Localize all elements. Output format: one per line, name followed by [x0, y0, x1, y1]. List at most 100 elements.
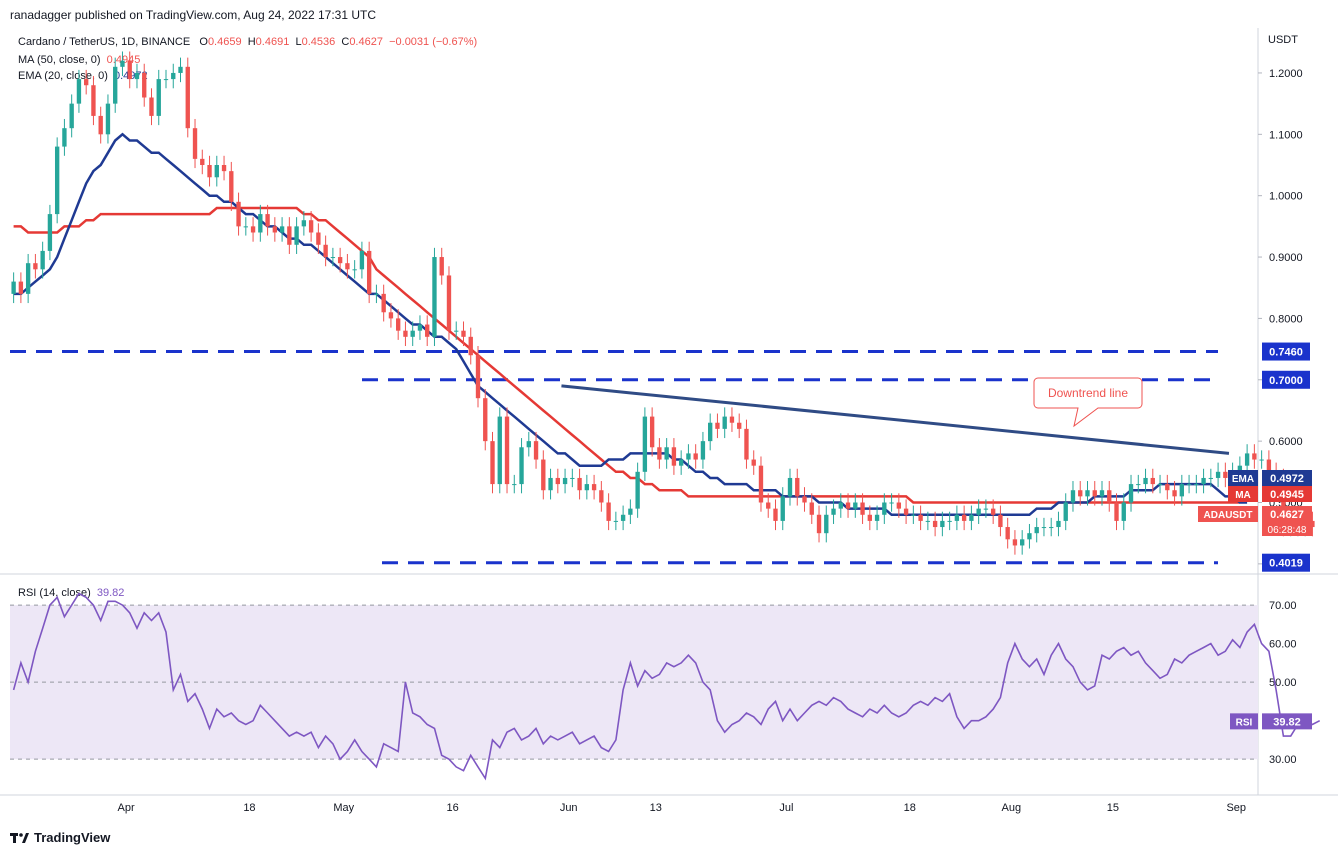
candle-body[interactable] [134, 72, 140, 80]
candle-body[interactable] [11, 281, 16, 294]
candle-body[interactable] [512, 484, 517, 486]
candle-body[interactable] [642, 416, 648, 472]
candle-body[interactable] [1078, 490, 1083, 497]
candle-body[interactable] [628, 508, 633, 515]
candle-body[interactable] [1020, 539, 1025, 546]
candle-body[interactable] [976, 508, 981, 515]
candle-body[interactable] [1034, 527, 1039, 534]
candle-body[interactable] [954, 514, 960, 521]
candle-body[interactable] [577, 477, 582, 491]
candle-body[interactable] [142, 72, 147, 98]
candle-body[interactable] [1157, 484, 1163, 486]
candle-body[interactable] [1049, 527, 1054, 529]
candle-body[interactable] [1179, 484, 1184, 497]
candle-body[interactable] [221, 165, 227, 172]
candle-body[interactable] [737, 422, 742, 429]
candle-body[interactable] [766, 502, 771, 509]
candle-body[interactable] [1208, 477, 1214, 479]
candle-body[interactable] [780, 496, 785, 521]
candle-body[interactable] [620, 514, 626, 521]
candle-body[interactable] [84, 79, 89, 86]
candle-body[interactable] [330, 257, 336, 259]
candle-body[interactable] [541, 459, 546, 491]
candle-body[interactable] [1259, 459, 1264, 461]
candle-body[interactable] [490, 441, 495, 485]
candle-body[interactable] [454, 330, 459, 332]
candle-body[interactable] [947, 520, 952, 522]
candle-body[interactable] [1172, 490, 1177, 497]
candle-body[interactable] [722, 416, 727, 429]
downtrend-line[interactable] [561, 384, 1230, 455]
candle-body[interactable] [983, 508, 989, 510]
candle-body[interactable] [1041, 527, 1047, 529]
rsi-line[interactable] [12, 592, 1321, 781]
candle-body[interactable] [359, 250, 365, 270]
candle-body[interactable] [504, 416, 510, 485]
candle-body[interactable] [468, 336, 473, 356]
candle-body[interactable] [845, 502, 851, 509]
candle-body[interactable] [889, 502, 894, 504]
candle-body[interactable] [475, 355, 481, 399]
candle-body[interactable] [432, 257, 437, 337]
candle-body[interactable] [853, 502, 858, 509]
candle-body[interactable] [388, 312, 394, 319]
candle-body[interactable] [751, 459, 756, 466]
candle-body[interactable] [47, 214, 53, 251]
candle-body[interactable] [649, 416, 655, 448]
candle-body[interactable] [1107, 490, 1112, 503]
candle-body[interactable] [113, 66, 118, 104]
candle-body[interactable] [562, 477, 568, 485]
candle-body[interactable] [613, 520, 619, 522]
candle-body[interactable] [1194, 484, 1199, 486]
candle-body[interactable] [1092, 490, 1097, 497]
candle-body[interactable] [1121, 502, 1126, 521]
candle-body[interactable] [809, 502, 814, 515]
candle-body[interactable] [366, 250, 372, 294]
candle-body[interactable] [149, 97, 154, 116]
candle-body[interactable] [163, 79, 169, 81]
candle-body[interactable] [192, 128, 198, 159]
candle-body[interactable] [1186, 484, 1192, 486]
candle-body[interactable] [824, 514, 829, 534]
candle-body[interactable] [1070, 490, 1076, 503]
candle-body[interactable] [323, 244, 328, 258]
candle-body[interactable] [773, 508, 778, 521]
candle-body[interactable] [425, 324, 430, 337]
candle-body[interactable] [693, 453, 698, 460]
candle-body[interactable] [686, 453, 691, 460]
candle-body[interactable] [1128, 484, 1134, 503]
candle-body[interactable] [925, 520, 931, 522]
candle-body[interactable] [708, 422, 713, 442]
candle-body[interactable] [860, 502, 865, 515]
candle-body[interactable] [758, 465, 764, 503]
ma-50-line[interactable] [13, 206, 1240, 504]
candle-body[interactable] [1005, 527, 1010, 540]
candle-body[interactable] [1012, 539, 1018, 546]
candle-body[interactable] [374, 293, 379, 295]
candle-body[interactable] [410, 330, 415, 337]
candle-body[interactable] [120, 60, 125, 67]
candle-body[interactable] [214, 165, 219, 178]
candle-body[interactable] [345, 263, 350, 270]
candle-body[interactable] [316, 232, 321, 245]
candle-body[interactable] [33, 263, 38, 270]
candle-body[interactable] [874, 514, 880, 521]
candle-body[interactable] [265, 214, 270, 227]
candle-body[interactable] [98, 115, 103, 135]
candle-body[interactable] [526, 441, 531, 448]
candle-body[interactable] [294, 226, 299, 245]
candle-body[interactable] [896, 502, 902, 509]
candle-body[interactable] [417, 324, 423, 331]
candle-body[interactable] [272, 226, 278, 233]
candle-body[interactable] [207, 165, 212, 178]
candle-body[interactable] [1063, 502, 1068, 521]
candle-body[interactable] [555, 477, 560, 485]
candle-body[interactable] [533, 441, 539, 460]
candle-body[interactable] [1201, 477, 1206, 485]
candle-body[interactable] [1281, 477, 1286, 528]
candle-body[interactable] [91, 85, 96, 116]
candle-body[interactable] [1252, 453, 1257, 460]
candle-body[interactable] [657, 447, 662, 460]
candle-body[interactable] [381, 293, 386, 313]
candle-body[interactable] [940, 520, 945, 528]
